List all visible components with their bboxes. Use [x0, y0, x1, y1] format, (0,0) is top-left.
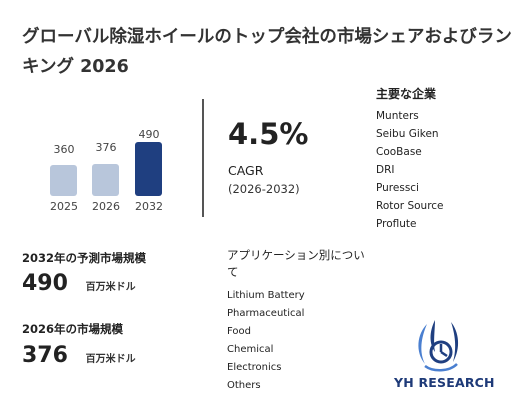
- application-item: Food: [227, 326, 251, 337]
- bar-value-2026: 376: [95, 141, 117, 154]
- cagr-label: CAGR: [228, 163, 264, 178]
- bar-year-2025: 2025: [50, 200, 78, 213]
- vertical-divider: [202, 99, 204, 217]
- bar-year-2026: 2026: [92, 200, 120, 213]
- company-item: Seibu Giken: [376, 128, 439, 140]
- bar-2025: [50, 165, 77, 196]
- application-item: Others: [227, 380, 261, 391]
- current-market-size-value: 376 百万米ドル: [22, 343, 136, 368]
- company-item: CooBase: [376, 146, 422, 158]
- forecast-value-unit: 百万米ドル: [85, 282, 136, 293]
- bar-2032: [135, 142, 162, 196]
- current-market-size-label: 2026年の市場規模: [22, 322, 124, 336]
- forecast-value-number: 490: [22, 271, 68, 296]
- current-value-unit: 百万米ドル: [85, 354, 136, 365]
- bar-year-2032: 2032: [135, 200, 163, 213]
- application-item: Electronics: [227, 362, 282, 373]
- page-title: グローバル除湿ホイールのトップ会社の市場シェアおよびランキング 2026: [22, 27, 512, 77]
- current-value-number: 376: [22, 343, 68, 368]
- company-item: Rotor Source: [376, 200, 444, 212]
- market-size-bar-chart: 360 376 490 2025 2026 2032: [44, 126, 174, 216]
- yh-research-logo-text: YH RESEARCH: [394, 375, 495, 390]
- application-item: Chemical: [227, 344, 274, 355]
- application-item: Lithium Battery: [227, 290, 305, 301]
- cagr-period: (2026-2032): [228, 182, 300, 196]
- companies-title: 主要な企業: [376, 87, 437, 101]
- applications-title: アプリケーション別について: [227, 248, 365, 279]
- company-item: Munters: [376, 110, 419, 122]
- company-item: Puressci: [376, 182, 419, 194]
- forecast-market-size-value: 490 百万米ドル: [22, 271, 136, 296]
- forecast-market-size-label: 2032年の予測市場規模: [22, 251, 147, 265]
- company-item: Proflute: [376, 218, 417, 230]
- bar-2026: [92, 164, 119, 196]
- company-item: DRI: [376, 164, 395, 176]
- application-item: Pharmaceutical: [227, 308, 305, 319]
- yh-research-logo-icon: [418, 320, 459, 372]
- bar-value-2025: 360: [53, 143, 75, 156]
- bar-value-2032: 490: [138, 128, 160, 141]
- cagr-value: 4.5%: [228, 117, 309, 151]
